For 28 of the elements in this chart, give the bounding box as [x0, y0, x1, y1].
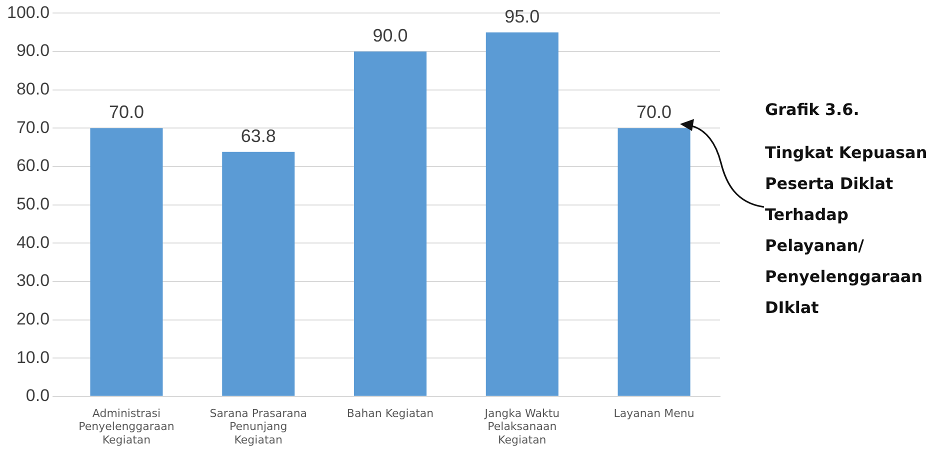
data-label: 70.0 — [108, 102, 144, 122]
bar — [222, 152, 295, 396]
bar — [618, 128, 690, 396]
x-tick-label: Administrasi Penyelenggaraan Kegiatan — [78, 406, 174, 446]
data-label: 95.0 — [504, 6, 540, 26]
data-label: 90.0 — [372, 25, 408, 46]
y-tick-label: 100.0 — [6, 2, 50, 22]
bar — [354, 52, 427, 396]
y-tick-label: 10.0 — [16, 348, 50, 367]
text: Grafik 3.6. — [765, 100, 860, 119]
y-tick-label: 80.0 — [16, 80, 50, 99]
y-tick-label: 50.0 — [16, 194, 50, 214]
bar — [486, 32, 558, 396]
y-tick-label: 30.0 — [16, 271, 50, 290]
x-tick-label: Bahan Kegiatan — [346, 406, 434, 420]
x-tick-label: Sarana Prasarana Penunjang Kegiatan — [210, 406, 308, 446]
text: Tingkat Kepuasan Peserta Diklat Terhadap Pelayanan/ Penyelenggaraan DIklat — [765, 142, 928, 319]
bar — [90, 128, 163, 396]
y-tick-label: 60.0 — [16, 156, 50, 176]
y-tick-label: 90.0 — [16, 41, 50, 60]
y-tick-label: 0.0 — [26, 386, 50, 406]
x-tick-label: Layanan Menu — [614, 406, 694, 420]
y-tick-label: 20.0 — [16, 309, 50, 328]
y-tick-label: 40.0 — [16, 232, 50, 252]
data-label: 63.8 — [240, 126, 276, 146]
x-tick-label: Jangka Waktu Pelaksanaan Kegiatan — [484, 406, 560, 446]
data-label: 70.0 — [636, 102, 672, 122]
y-tick-label: 70.0 — [16, 118, 50, 137]
